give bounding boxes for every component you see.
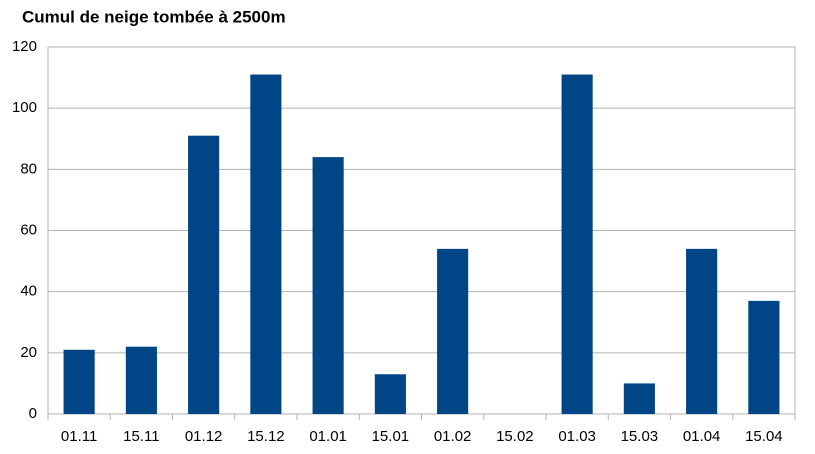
x-tick-label: 01.12 [185, 428, 223, 445]
bar [125, 346, 157, 414]
y-tick-label: 60 [20, 221, 37, 238]
x-tick-label: 15.02 [496, 428, 534, 445]
x-tick-label: 01.04 [683, 428, 721, 445]
x-tick-label: 15.11 [123, 428, 159, 445]
y-tick-label: 80 [20, 160, 37, 177]
bar [312, 157, 344, 414]
x-tick-label: 01.01 [309, 428, 347, 445]
bar [623, 383, 655, 414]
y-tick-label: 20 [20, 344, 37, 361]
x-tick-label: 15.01 [372, 428, 410, 445]
x-tick-label: 15.04 [745, 428, 783, 445]
bar [374, 374, 406, 414]
bar [686, 248, 718, 414]
bar [250, 74, 282, 415]
chart-title: Cumul de neige tombée à 2500m [22, 7, 286, 26]
bar [748, 300, 780, 414]
bar [188, 135, 220, 415]
x-tick-label: 15.12 [247, 428, 285, 445]
x-tick-label: 01.02 [434, 428, 472, 445]
y-tick-label: 100 [12, 99, 37, 116]
y-tick-label: 0 [29, 405, 37, 422]
x-tick-label: 01.11 [61, 428, 97, 445]
y-tick-label: 40 [20, 283, 37, 300]
bar [63, 349, 95, 414]
y-tick-label: 120 [12, 38, 37, 55]
bar [561, 74, 593, 415]
bar [437, 248, 469, 414]
x-tick-label: 01.03 [558, 428, 596, 445]
x-tick-label: 15.03 [621, 428, 659, 445]
